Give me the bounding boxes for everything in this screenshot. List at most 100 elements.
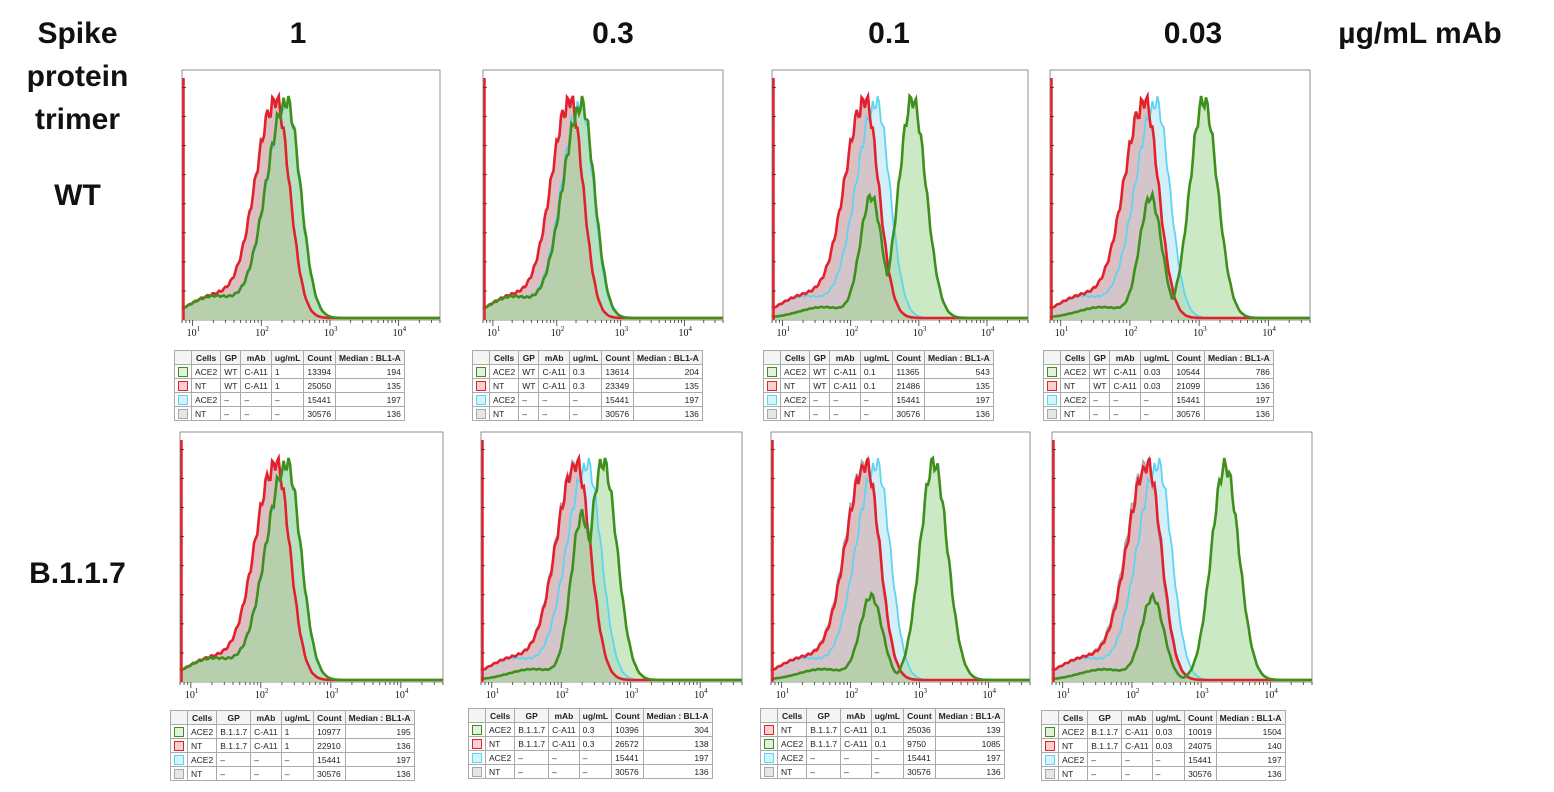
color-swatch <box>767 366 777 377</box>
table-cell: NT <box>776 764 808 779</box>
color-swatch <box>472 752 482 763</box>
row-header-line: protein <box>26 60 129 93</box>
table-header: mAb <box>538 350 570 365</box>
table-cell: – <box>1089 392 1111 407</box>
table-cell: – <box>1087 766 1123 781</box>
table-cell: – <box>240 392 272 407</box>
table-cell: 194 <box>334 364 405 379</box>
table-row: ACE2– – –15441 197 <box>174 392 405 407</box>
color-swatch <box>178 366 188 377</box>
table-header: GP <box>1087 710 1123 725</box>
histogram-fill-red <box>483 96 723 320</box>
table-cell: ACE2 <box>484 722 516 737</box>
x-tick-label: 102 <box>845 325 859 339</box>
table-cell: C-A11 <box>829 364 861 379</box>
table-header: ug/mL <box>270 350 305 365</box>
table-cell: WT <box>518 364 540 379</box>
table-cell: – <box>538 392 570 407</box>
histogram-fill-green <box>1052 458 1312 682</box>
table-cell: 197 <box>923 392 994 407</box>
table-cell: B.1.1.7 <box>1087 724 1123 739</box>
table-cell: 10977 <box>313 724 346 739</box>
table-cell: B.1.1.7 <box>806 722 842 737</box>
x-tick-label: 103 <box>913 325 927 339</box>
histogram-fill-grey <box>771 458 1030 682</box>
table-cell: 136 <box>934 764 1005 779</box>
table-header: GP <box>806 708 842 723</box>
table-cell: 136 <box>923 406 994 421</box>
table-cell: C-A11 <box>1121 724 1153 739</box>
table-row: NT WT C-A11 1 25050 135 <box>174 378 405 393</box>
color-swatch <box>476 380 486 391</box>
table-cell: NT <box>484 764 516 779</box>
table-cell: C-A11 <box>1109 378 1141 393</box>
table-cell: – <box>250 752 282 767</box>
table-cell: – <box>1109 392 1141 407</box>
column-label: 0.1 <box>868 17 910 50</box>
table-cell: 136 <box>1203 378 1274 393</box>
table-cell: 30576 <box>611 764 644 779</box>
table-row: ACE2 B.1.1.7 C-A11 0.3 10396 304 <box>468 722 713 737</box>
table-cell: 195 <box>344 724 415 739</box>
table-cell: C-A11 <box>240 364 272 379</box>
color-swatch <box>767 394 777 405</box>
table-header: Cells <box>779 350 811 365</box>
table-header: Count <box>611 708 644 723</box>
table-cell: 1 <box>280 738 315 753</box>
row-label-wt: WT <box>54 179 101 212</box>
table-cell: 30576 <box>1172 406 1205 421</box>
table-cell: 30576 <box>601 406 634 421</box>
table-header: GP <box>216 710 252 725</box>
legend-table: Cells GP mAb ug/mL Count Median : BL1-A ACE2 WT… <box>763 350 994 421</box>
table-cell: ACE2 <box>1059 392 1091 407</box>
table-cell: NT <box>488 378 520 393</box>
histogram-plot: 101 102 103 104 <box>480 431 743 701</box>
table-cell: – <box>216 752 252 767</box>
table-cell: 11365 <box>892 364 925 379</box>
table-row: NT B.1.1.7 C-A11 0.3 26572 138 <box>468 736 713 751</box>
table-header: Cells <box>776 708 808 723</box>
table-header: GP <box>809 350 831 365</box>
table-cell: – <box>1139 406 1174 421</box>
table-header: GP <box>1089 350 1111 365</box>
table-cell: NT <box>186 738 218 753</box>
histogram-plot: 101 102 103 104 <box>771 69 1029 339</box>
histogram-fill-green <box>772 96 1028 320</box>
table-header: ug/mL <box>280 710 315 725</box>
table-row: NT – – –30576 136 <box>472 406 703 421</box>
table-header: Count <box>1184 710 1217 725</box>
color-swatch <box>764 724 774 735</box>
x-tick-label: 101 <box>487 325 501 339</box>
table-cell: 0.3 <box>568 364 603 379</box>
table-cell: 15441 <box>601 392 634 407</box>
table-cell: WT <box>220 378 242 393</box>
table-row: NT WT C-A11 0.1 21486 135 <box>763 378 994 393</box>
color-swatch <box>1047 408 1057 419</box>
table-cell: 204 <box>632 364 703 379</box>
table-header: Count <box>903 708 936 723</box>
table-cell: – <box>280 752 315 767</box>
table-cell: 197 <box>1203 392 1274 407</box>
x-tick-label: 102 <box>845 687 859 701</box>
table-cell: – <box>809 406 831 421</box>
table-header: ug/mL <box>859 350 894 365</box>
table-cell: 25036 <box>903 722 936 737</box>
table-cell: 0.03 <box>1139 378 1174 393</box>
x-tick-label: 104 <box>1262 325 1276 339</box>
table-cell: – <box>548 750 580 765</box>
color-swatch <box>472 724 482 735</box>
legend-table: Cells GP mAb ug/mL Count Median : BL1-A ACE2 WT… <box>174 350 405 421</box>
table-header: Cells <box>1059 350 1091 365</box>
color-swatch <box>767 380 777 391</box>
table-cell: 197 <box>632 392 703 407</box>
table-header: Count <box>313 710 346 725</box>
table-cell: – <box>518 406 540 421</box>
table-header: Count <box>303 350 336 365</box>
color-swatch <box>174 726 184 737</box>
table-cell: – <box>270 406 305 421</box>
table-row: ACE2– – –15441 197 <box>1041 752 1286 767</box>
table-cell: 15441 <box>303 392 336 407</box>
color-swatch <box>178 408 188 419</box>
x-tick-label: 104 <box>982 687 996 701</box>
table-cell: 0.3 <box>578 722 613 737</box>
